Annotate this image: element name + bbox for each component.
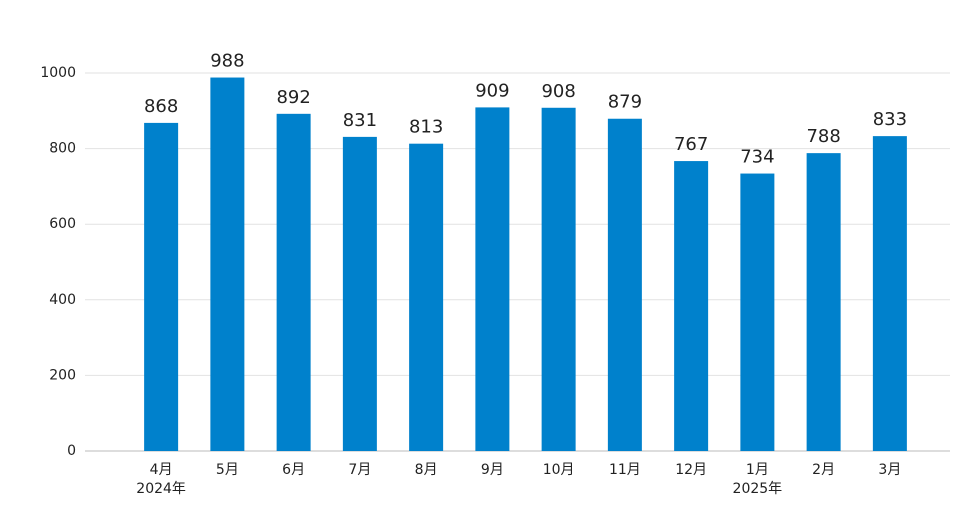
bar [806,153,841,452]
x-tick-sublabel: 2025年 [733,481,783,497]
y-tick-label: 600 [49,216,76,232]
x-tick-label: 9月 [481,462,504,478]
x-tick-label: 5月 [216,462,239,478]
x-tick-label: 1月 [746,462,769,478]
value-label: 833 [873,109,907,130]
bar [740,173,775,451]
value-label: 734 [740,147,774,168]
value-label: 909 [475,80,509,101]
y-tick-label: 200 [49,367,76,383]
bar [674,161,709,451]
bar [541,107,576,451]
bar [342,136,377,451]
x-tick-label: 2月 [812,462,835,478]
bar [607,118,642,451]
y-tick-label: 1000 [40,65,76,81]
x-tick-label: 11月 [609,462,641,478]
value-label: 788 [806,126,840,147]
bar [872,136,907,451]
y-tick-label: 800 [49,141,76,157]
value-label: 879 [608,92,642,113]
value-label: 868 [144,96,178,117]
x-tick-sublabel: 2024年 [136,481,186,497]
bar [144,122,179,452]
value-label: 767 [674,134,708,155]
x-tick-label: 10月 [543,462,575,478]
bar [210,77,245,451]
value-label: 908 [541,81,575,102]
value-label: 892 [276,87,310,108]
x-tick-label: 6月 [282,462,305,478]
bar [409,143,444,451]
x-tick-label: 12月 [675,462,707,478]
bar [475,107,510,451]
value-label: 988 [210,51,244,72]
value-label: 813 [409,117,443,138]
value-label: 831 [343,110,377,131]
x-tick-label: 7月 [348,462,371,478]
y-tick-label: 0 [67,443,76,459]
y-tick-label: 400 [49,292,76,308]
x-tick-label: 8月 [415,462,438,478]
bar [276,113,311,451]
x-tick-label: 3月 [878,462,901,478]
x-tick-label: 4月 [150,462,173,478]
